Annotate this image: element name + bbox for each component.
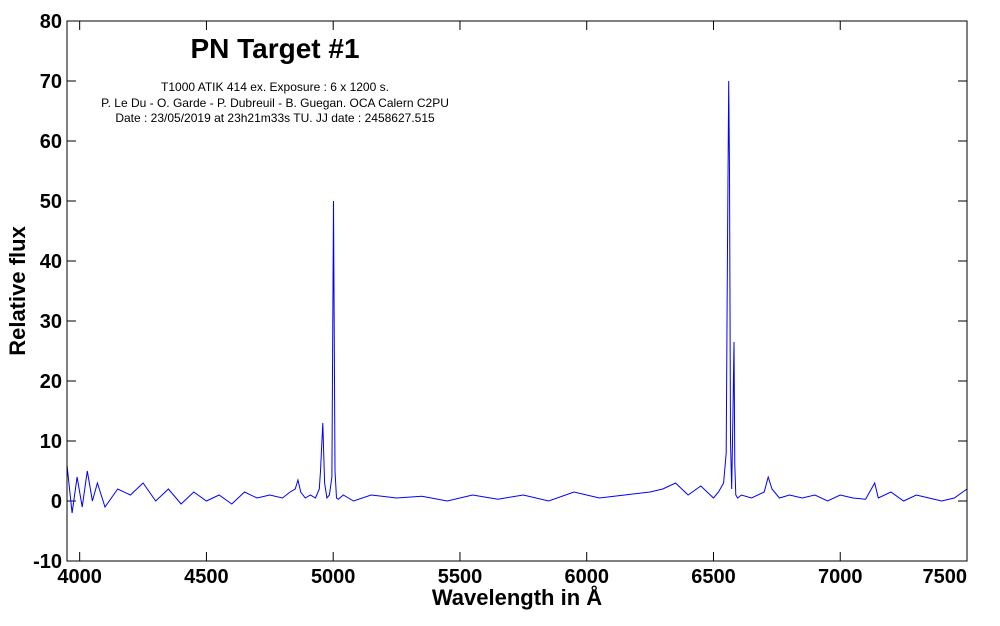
- y-tick-label: 80: [40, 11, 62, 33]
- y-tick-label: 40: [40, 251, 62, 273]
- chart-title: PN Target #1: [190, 33, 359, 64]
- info-line-2: P. Le Du - O. Garde - P. Dubreuil - B. G…: [101, 96, 449, 110]
- x-tick-label: 4000: [57, 566, 102, 588]
- y-tick-label: 10: [40, 431, 62, 453]
- x-tick-label: 6500: [691, 566, 736, 588]
- x-tick-label: 5000: [311, 566, 356, 588]
- y-tick-label: -10: [33, 551, 62, 573]
- y-tick-label: 0: [51, 491, 62, 513]
- x-tick-label: 5500: [438, 566, 483, 588]
- x-tick-label: 7500: [923, 566, 968, 588]
- x-axis-title: Wavelength in Å: [432, 584, 602, 610]
- plot-area: [67, 21, 967, 561]
- y-tick-label: 50: [40, 191, 62, 213]
- y-axis-title: Relative flux: [5, 225, 30, 355]
- x-axis-ticks: 4000 4500 5000 5500 6000 6500 7000 7500: [57, 21, 968, 588]
- x-tick-label: 4500: [184, 566, 229, 588]
- y-tick-label: 20: [40, 371, 62, 393]
- x-tick-label: 7000: [818, 566, 863, 588]
- spectrum-line: [66, 80, 968, 514]
- info-line-1: T1000 ATIK 414 ex. Exposure : 6 x 1200 s…: [161, 80, 389, 94]
- info-line-3: Date : 23/05/2019 at 23h21m33s TU. JJ da…: [115, 111, 435, 125]
- y-tick-label: 60: [40, 131, 62, 153]
- x-tick-label: 6000: [564, 566, 609, 588]
- y-axis-ticks: -10 0 10 20 30 40 50 60 70 80: [33, 11, 967, 573]
- y-tick-label: 30: [40, 311, 62, 333]
- plot-frame: [66, 20, 968, 562]
- y-tick-label: 70: [40, 71, 62, 93]
